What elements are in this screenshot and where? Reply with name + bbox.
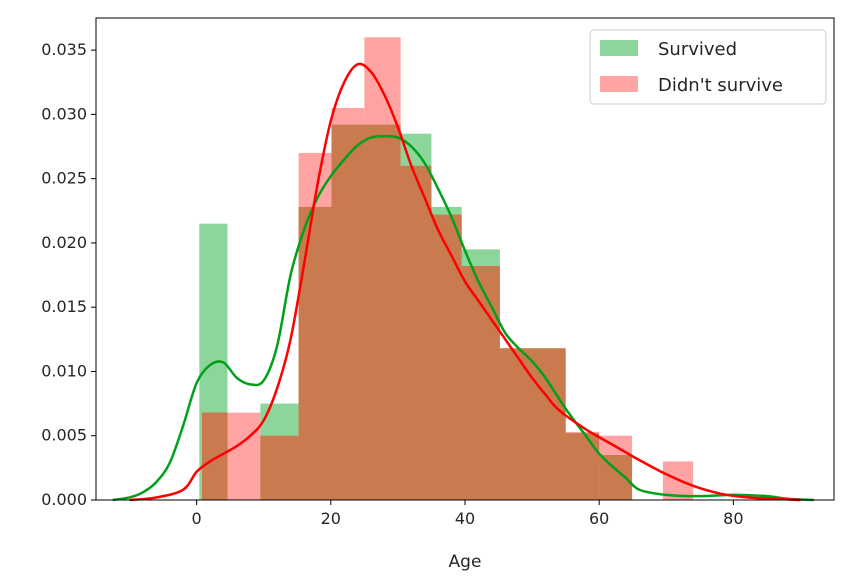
y-tick-label: 0.000 xyxy=(41,490,87,509)
hist-overlap-6 xyxy=(400,165,432,500)
legend-box xyxy=(589,29,827,105)
x-tick-label: 80 xyxy=(723,509,743,528)
hist-overlap-2 xyxy=(260,435,299,500)
kde-line-not-survived xyxy=(129,62,801,502)
hist-overlap-10 xyxy=(533,348,566,500)
hist-overlap-3 xyxy=(298,206,332,500)
y-tick-label: 0.020 xyxy=(41,233,87,252)
y-tick-label: 0.035 xyxy=(41,40,87,59)
x-tick-label: 0 xyxy=(192,509,202,528)
hist-overlap-4 xyxy=(331,124,365,500)
y-tick-label: 0.010 xyxy=(41,361,87,380)
x-tick-label: 20 xyxy=(321,509,341,528)
hist-overlap-0 xyxy=(202,412,228,500)
x-tick-label: 60 xyxy=(589,509,609,528)
legend-swatch-survived xyxy=(600,40,638,56)
kde-line-survived xyxy=(112,134,814,502)
plot-area xyxy=(112,37,814,502)
hist-overlap-5 xyxy=(364,124,401,500)
y-tick-label: 0.025 xyxy=(41,169,87,188)
legend: Survived Didn't survive xyxy=(589,29,827,105)
y-tick-label: 0.005 xyxy=(41,426,87,445)
y-tick-label: 0.015 xyxy=(41,297,87,316)
hist-overlap-8 xyxy=(461,266,500,500)
y-tick-label: 0.030 xyxy=(41,104,87,123)
legend-swatch-not-survived xyxy=(600,76,638,92)
x-tick-label: 40 xyxy=(455,509,475,528)
x-axis-label: Age xyxy=(449,552,482,572)
hist-overlap-7 xyxy=(431,214,462,500)
legend-label-survived: Survived xyxy=(658,39,737,60)
legend-label-not-survived: Didn't survive xyxy=(658,75,783,96)
hist-bar-not-survived-1 xyxy=(227,412,261,500)
axes: 0.000 0.005 0.010 0.015 0.020 0.025 0.030 0.035… xyxy=(41,17,835,572)
hist-overlap-11 xyxy=(565,433,600,500)
